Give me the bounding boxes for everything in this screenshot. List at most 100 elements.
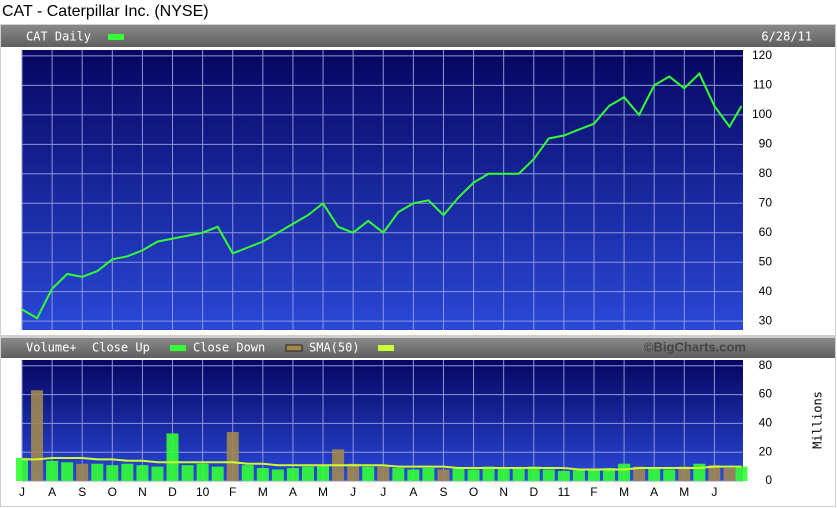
volume-bar bbox=[512, 468, 525, 481]
x-tick-label: 11 bbox=[558, 485, 571, 499]
volume-label: Volume+ bbox=[26, 341, 77, 355]
volume-bar bbox=[136, 465, 149, 481]
volume-bar bbox=[708, 465, 721, 481]
legend-swatch bbox=[285, 344, 303, 352]
volume-bar bbox=[241, 465, 254, 481]
volume-bar bbox=[362, 466, 375, 481]
volume-bar bbox=[301, 466, 314, 481]
volume-bar bbox=[497, 468, 510, 481]
legend-swatch bbox=[378, 345, 394, 351]
page-title: CAT - Caterpillar Inc. (NYSE) bbox=[2, 3, 209, 20]
x-tick-label: F bbox=[229, 485, 236, 499]
volume-bar bbox=[76, 463, 89, 481]
x-tick-label: A bbox=[289, 485, 297, 499]
x-tick-label: A bbox=[48, 485, 56, 499]
volume-bar bbox=[648, 468, 661, 481]
price-plot bbox=[22, 50, 743, 330]
y-tick-label: 20 bbox=[759, 444, 773, 458]
x-tick-label: M bbox=[318, 485, 328, 499]
legend-label: Close Up bbox=[92, 341, 150, 355]
y-tick-label: 40 bbox=[759, 284, 773, 298]
volume-bar bbox=[723, 468, 736, 481]
volume-bar bbox=[618, 463, 631, 481]
volume-bar bbox=[317, 465, 330, 481]
y-tick-label: 30 bbox=[759, 313, 773, 327]
legend-label: SMA(50) bbox=[309, 341, 360, 355]
volume-bar bbox=[422, 468, 435, 481]
volume-bar bbox=[271, 469, 284, 481]
volume-bar bbox=[587, 469, 600, 481]
volume-plot bbox=[22, 360, 743, 481]
volume-bar bbox=[633, 466, 646, 481]
legend-swatch bbox=[170, 345, 186, 351]
sma-line bbox=[22, 457, 742, 471]
date-label: 6/28/11 bbox=[761, 30, 812, 44]
y-tick-label: 80 bbox=[759, 166, 773, 180]
volume-bar bbox=[482, 466, 495, 481]
y-tick-label: 110 bbox=[753, 78, 772, 92]
y-axis-label: Millions bbox=[811, 391, 825, 449]
x-tick-label: O bbox=[469, 485, 478, 499]
volume-bar bbox=[121, 463, 134, 481]
x-tick-label: A bbox=[409, 485, 417, 499]
x-tick-label: N bbox=[499, 485, 508, 499]
x-tick-label: J bbox=[711, 485, 717, 499]
volume-bar bbox=[693, 463, 706, 481]
y-tick-label: 120 bbox=[752, 48, 772, 62]
x-tick-label: N bbox=[138, 485, 147, 499]
volume-bar bbox=[286, 468, 299, 481]
volume-bar bbox=[256, 468, 269, 481]
y-tick-label: 70 bbox=[759, 195, 773, 209]
volume-bar bbox=[151, 466, 164, 481]
x-tick-label: M bbox=[258, 485, 268, 499]
legend-swatch bbox=[108, 34, 124, 40]
x-tick-label: F bbox=[590, 485, 597, 499]
volume-bar bbox=[735, 466, 748, 481]
volume-bar bbox=[452, 468, 465, 481]
x-tick-label: J bbox=[19, 485, 25, 499]
x-tick-label: M bbox=[619, 485, 629, 499]
y-tick-label: 50 bbox=[759, 254, 773, 268]
volume-bar bbox=[467, 469, 480, 481]
volume-header bbox=[1, 338, 835, 358]
y-tick-label: 0 bbox=[765, 473, 772, 487]
volume-bar bbox=[572, 469, 585, 481]
y-tick-label: 100 bbox=[752, 107, 772, 121]
series-name: CAT Daily bbox=[26, 30, 91, 44]
x-tick-label: A bbox=[650, 485, 658, 499]
volume-bar bbox=[392, 468, 405, 481]
volume-bar bbox=[46, 460, 59, 481]
x-tick-label: S bbox=[78, 485, 86, 499]
volume-bar bbox=[542, 469, 555, 481]
volume-bar bbox=[437, 469, 450, 481]
volume-bar bbox=[377, 466, 390, 481]
volume-bar bbox=[196, 463, 209, 481]
legend-label: Close Down bbox=[193, 341, 265, 355]
volume-bar bbox=[106, 465, 119, 481]
y-tick-label: 60 bbox=[759, 387, 773, 401]
x-tick-label: 10 bbox=[196, 485, 210, 499]
x-tick-label: J bbox=[350, 485, 356, 499]
volume-bar bbox=[61, 462, 74, 481]
volume-bar bbox=[166, 433, 179, 481]
x-tick-label: D bbox=[529, 485, 538, 499]
volume-bar bbox=[347, 463, 360, 481]
volume-bar bbox=[31, 390, 44, 481]
price-header bbox=[1, 25, 835, 47]
volume-bar bbox=[407, 469, 420, 481]
volume-bar bbox=[603, 468, 616, 481]
volume-bar bbox=[16, 457, 28, 481]
x-tick-label: O bbox=[108, 485, 117, 499]
volume-bar bbox=[663, 469, 676, 481]
volume-bar bbox=[557, 470, 570, 481]
x-tick-label: D bbox=[168, 485, 177, 499]
y-tick-label: 60 bbox=[759, 225, 773, 239]
y-tick-label: 40 bbox=[759, 416, 773, 430]
y-tick-label: 90 bbox=[759, 136, 773, 150]
y-tick-label: 80 bbox=[759, 358, 773, 372]
volume-bar bbox=[226, 432, 239, 481]
price-line bbox=[21, 71, 743, 320]
x-tick-label: J bbox=[380, 485, 386, 499]
volume-bar bbox=[91, 463, 104, 481]
